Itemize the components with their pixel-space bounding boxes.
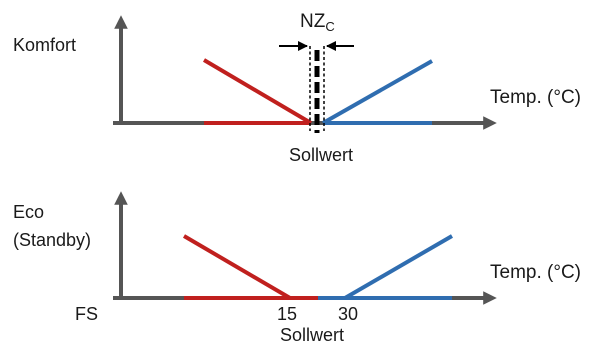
eco-heating-setpoint-value: 15 <box>277 304 297 324</box>
comfort-x-axis-label: Temp. (°C) <box>490 87 581 108</box>
comfort-setpoint-label: Sollwert <box>289 145 353 165</box>
eco-heating-ramp <box>182 234 292 300</box>
eco-panel: Eco (Standby) Temp. (°C) FS 15 30 Sollwe… <box>13 191 581 345</box>
neutral-zone-label-subscript: C <box>325 19 334 34</box>
eco-cooling-setpoint-value: 30 <box>338 304 358 324</box>
eco-cooling-ramp <box>343 234 454 300</box>
eco-mode-label-line1: Eco <box>13 202 44 222</box>
eco-x-axis-label: Temp. (°C) <box>490 262 581 283</box>
comfort-mode-label: Komfort <box>13 35 76 55</box>
eco-mode-label-line2: (Standby) <box>13 230 91 250</box>
neutral-zone-label: NZC <box>300 11 335 34</box>
comfort-heating-ramp <box>202 58 313 125</box>
comfort-panel: Komfort Temp. (°C) Sollwert NZC <box>13 11 581 165</box>
comfort-cooling-ramp <box>322 59 433 125</box>
eco-setpoint-label: Sollwert <box>280 325 344 345</box>
neutral-zone-label-main: NZ <box>300 11 326 32</box>
eco-baseline-label: FS <box>75 304 98 324</box>
